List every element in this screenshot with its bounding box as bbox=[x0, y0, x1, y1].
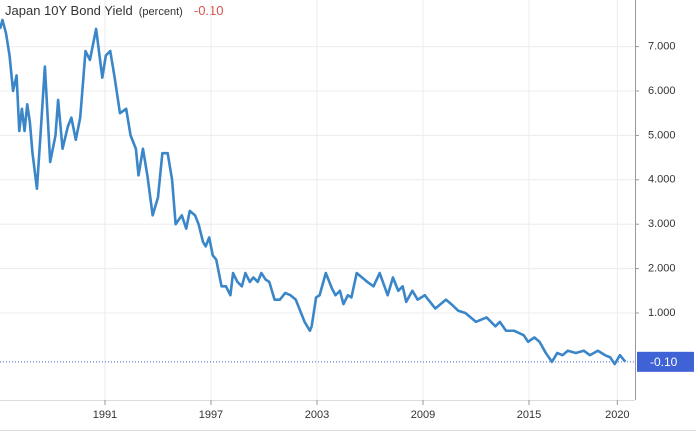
chart-title: Japan 10Y Bond Yield (percent) -0.10 bbox=[5, 3, 224, 18]
y-tick-label: 7.000 bbox=[648, 41, 676, 53]
y-tick-label: 6.000 bbox=[648, 85, 676, 97]
x-tick-label: 2020 bbox=[605, 409, 629, 421]
y-tick-label: 3.000 bbox=[648, 218, 676, 230]
current-value-label: -0.10 bbox=[650, 355, 678, 369]
y-tick-label: 1.000 bbox=[648, 307, 676, 319]
x-tick-label: 2003 bbox=[305, 409, 329, 421]
y-tick-label: 2.000 bbox=[648, 262, 676, 274]
y-tick-label: 5.000 bbox=[648, 129, 676, 141]
title-current-value: -0.10 bbox=[194, 3, 224, 18]
data-line bbox=[0, 18, 627, 366]
subtitle-text: (percent) bbox=[139, 6, 183, 18]
x-tick-label: 1991 bbox=[93, 409, 117, 421]
x-tick-label: 2015 bbox=[517, 409, 541, 421]
y-tick-label: 4.000 bbox=[648, 174, 676, 186]
x-tick-label: 1997 bbox=[199, 409, 223, 421]
title-text: Japan 10Y Bond Yield bbox=[5, 3, 133, 18]
current-value-box bbox=[637, 351, 694, 372]
x-tick-label: 2009 bbox=[411, 409, 435, 421]
